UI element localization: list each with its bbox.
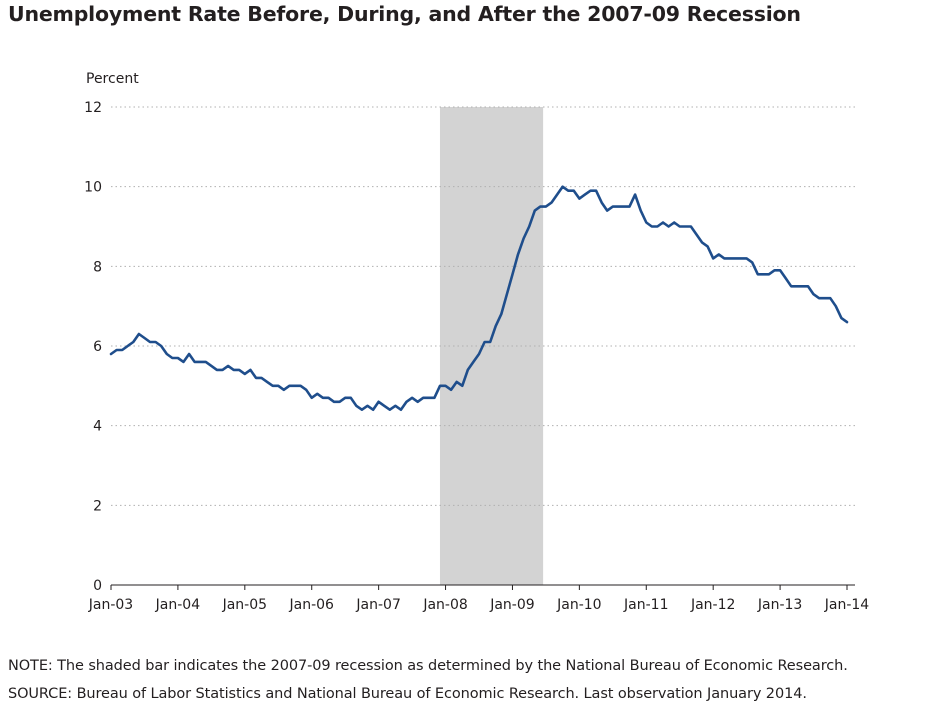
x-tick-label: Jan-05 [222,597,267,613]
x-tick-label: Jan-13 [757,597,802,613]
y-tick-label: 12 [84,100,102,116]
x-tick-labels: Jan-03 Jan-04 Jan-05 Jan-06 Jan-07 Jan-08 Jan-… [88,597,870,613]
x-tick-label: Jan-03 [88,597,133,613]
x-tick-label: Jan-12 [690,597,735,613]
y-tick-label: 4 [93,419,102,435]
x-tick-label: Jan-11 [623,597,668,613]
unemployment-rate-line [109,185,849,412]
y-tick-label: 0 [93,578,102,594]
y-tick-labels: 0 2 4 6 8 10 12 [84,100,102,594]
y-axis-label: Percent [86,71,139,87]
footnote-source: SOURCE: Bureau of Labor Statistics and N… [8,686,807,702]
y-tick-label: 10 [84,180,102,196]
x-tick-label: Jan-04 [155,597,201,613]
x-tick-label: Jan-08 [422,597,467,613]
x-tick-label: Jan-07 [355,597,400,613]
footnote-note: NOTE: The shaded bar indicates the 2007-… [8,658,848,674]
recession-band [439,107,544,585]
recession-band-layer [439,107,544,585]
x-tick-label: Jan-14 [824,597,870,613]
y-tick-label: 6 [93,339,102,355]
x-axis [110,584,855,590]
series-line-layer [109,185,849,412]
x-tick-label: Jan-09 [489,597,534,613]
x-tick-label: Jan-10 [556,597,601,613]
x-tick-label: Jan-06 [289,597,335,613]
chart-title: Unemployment Rate Before, During, and Af… [8,2,801,26]
y-tick-label: 2 [93,498,102,514]
y-tick-label: 8 [93,259,102,275]
